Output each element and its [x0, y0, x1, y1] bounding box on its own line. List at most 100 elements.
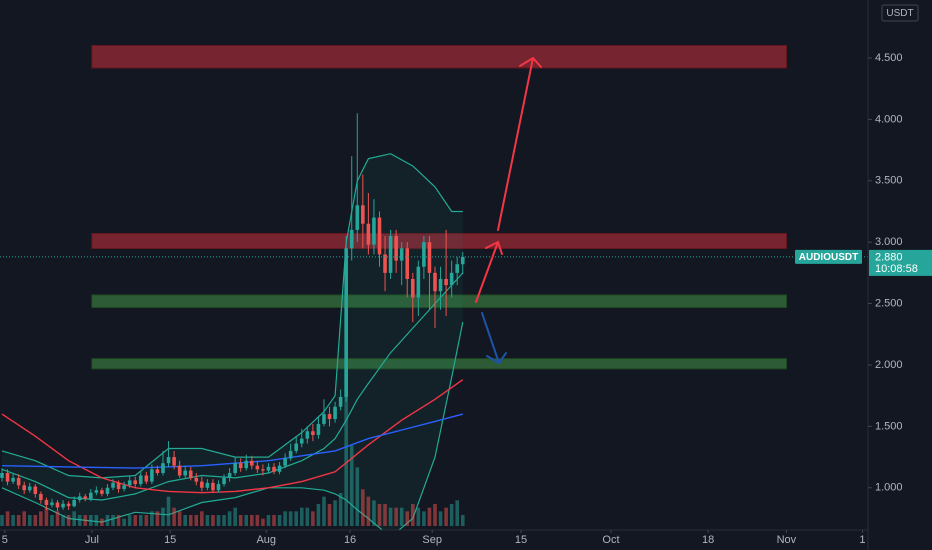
volume-bar — [144, 515, 149, 526]
candle-body — [227, 473, 232, 478]
candle-body — [349, 229, 354, 249]
candle-body — [166, 457, 171, 464]
candle-body — [216, 484, 221, 491]
candle-body — [383, 254, 387, 273]
y-tick-label: 4.000 — [875, 113, 903, 125]
volume-bar — [244, 515, 249, 526]
x-tick-label: Jul — [85, 534, 99, 546]
volume-bar — [66, 515, 71, 526]
volume-bar — [61, 515, 65, 526]
x-tick-label: 15 — [164, 534, 176, 546]
volume-bar — [377, 504, 382, 526]
volume-bar — [39, 511, 43, 526]
symbol-label: AUDIOUSDT — [799, 252, 858, 263]
candle-body — [172, 457, 176, 466]
x-tick-label: 16 — [344, 534, 356, 546]
candle-body — [200, 481, 204, 488]
candle-body — [72, 500, 76, 507]
candle-body — [433, 272, 437, 292]
candle-body — [188, 470, 193, 478]
volume-bar — [261, 518, 265, 526]
volume-bar — [222, 515, 226, 526]
volume-bar — [211, 515, 215, 526]
volume-bar — [422, 511, 426, 526]
symbol-badge — [795, 249, 862, 264]
x-tick-label: 15 — [515, 534, 527, 546]
candle-body — [288, 450, 293, 459]
candle-body — [410, 278, 415, 298]
candle-body — [272, 466, 276, 472]
y-tick-label: 2.000 — [875, 359, 903, 371]
y-tick-label: 3.000 — [875, 236, 903, 248]
axes: 1.000 1.500 2.000 2.500 3.000 3.500 4.000 4.500… — [2, 52, 903, 546]
arrow-down — [481, 312, 507, 365]
candle-body — [238, 463, 243, 469]
candle-body — [55, 502, 60, 508]
candle-body — [61, 503, 65, 508]
candle-body — [144, 475, 149, 482]
x-tick-label: 18 — [702, 534, 714, 546]
candle-body — [460, 256, 465, 265]
zone — [91, 45, 787, 69]
candle-body — [161, 463, 165, 474]
countdown: 10:08:58 — [875, 263, 918, 275]
volume-bar — [355, 467, 360, 526]
price-badge — [869, 249, 932, 276]
volume-bar — [177, 511, 182, 526]
candle-body — [399, 248, 404, 261]
volume-bar — [288, 511, 293, 526]
volume-bar — [410, 504, 415, 526]
candle-body — [133, 480, 138, 485]
candle-body — [305, 431, 310, 439]
volume-bar — [116, 515, 121, 526]
volume-bar — [194, 515, 199, 526]
arrow-up-large — [497, 56, 542, 231]
volume-bar — [138, 515, 143, 526]
volume-bar — [372, 500, 376, 526]
volume-bar — [460, 515, 465, 526]
volume-bar — [316, 504, 321, 526]
candle-body — [266, 466, 271, 471]
volume-bar — [361, 489, 365, 526]
candle-body — [211, 482, 215, 491]
y-tick-label: 3.500 — [875, 175, 903, 187]
candle-body — [344, 248, 348, 397]
candle-body — [138, 475, 143, 485]
y-tick-label: 1.000 — [875, 482, 903, 494]
volume-bar — [44, 507, 49, 526]
currency-box — [881, 4, 919, 22]
volume-bar — [161, 507, 165, 526]
volume-bar — [77, 515, 82, 526]
volume-bar — [233, 507, 237, 526]
candle-body — [366, 223, 371, 245]
candle-body — [388, 236, 393, 273]
volume-bar — [105, 515, 110, 526]
candle-body — [22, 485, 27, 491]
moving-average — [1, 413, 463, 469]
x-tick-label: Oct — [602, 534, 619, 546]
volume-bar — [266, 515, 271, 526]
volume-bar — [438, 511, 443, 526]
volume-bar — [311, 511, 315, 526]
volume-bar — [349, 445, 354, 526]
volume-bar — [133, 515, 138, 526]
volume-bar — [238, 515, 243, 526]
candle-body — [39, 493, 43, 501]
volume-bar — [111, 515, 115, 526]
candle-body — [449, 272, 454, 286]
volume-bar — [155, 511, 160, 526]
candle-body — [33, 486, 38, 494]
candle-body — [427, 242, 432, 273]
candle-body — [5, 473, 10, 482]
x-tick-label: Nov — [777, 534, 797, 546]
y-tick-label: 1.500 — [875, 420, 903, 432]
volume-bar — [333, 500, 337, 526]
candle-body — [422, 242, 426, 267]
y-tick-label: 4.500 — [875, 52, 903, 64]
candle-body — [316, 423, 321, 435]
candle-body — [127, 480, 132, 486]
candle-body — [233, 463, 237, 474]
candle-body — [338, 396, 343, 407]
volume-bar — [416, 507, 421, 526]
candle-body — [16, 477, 21, 486]
